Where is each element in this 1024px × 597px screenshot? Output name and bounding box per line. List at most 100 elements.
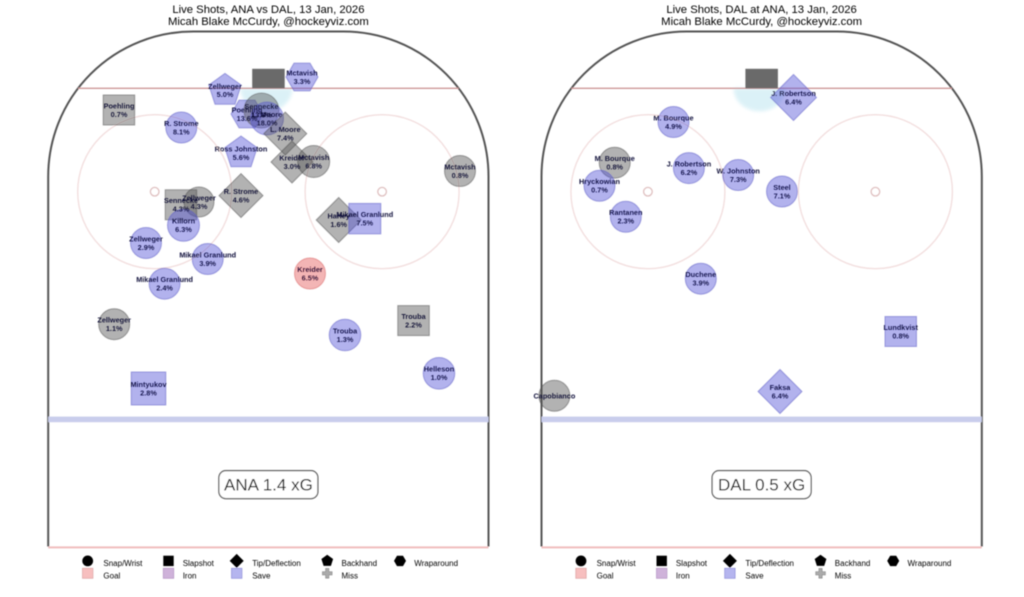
svg-text:Poehling: Poehling bbox=[104, 101, 135, 110]
svg-text:Kreider: Kreider bbox=[279, 153, 305, 162]
svg-text:3.3%: 3.3% bbox=[294, 77, 311, 86]
svg-text:6.4%: 6.4% bbox=[785, 97, 802, 106]
svg-text:6.5%: 6.5% bbox=[302, 273, 319, 282]
svg-text:Iron: Iron bbox=[183, 572, 197, 581]
svg-text:6.4%: 6.4% bbox=[772, 391, 789, 400]
svg-text:DAL 0.5 xG: DAL 0.5 xG bbox=[718, 475, 805, 494]
svg-text:2.8%: 2.8% bbox=[140, 388, 157, 397]
svg-text:M. Bourque: M. Bourque bbox=[653, 113, 693, 122]
svg-text:2.3%: 2.3% bbox=[617, 217, 634, 226]
svg-text:7.4%: 7.4% bbox=[277, 133, 294, 142]
svg-text:Lundkvist: Lundkvist bbox=[883, 323, 918, 332]
svg-text:Trouba: Trouba bbox=[401, 312, 426, 321]
svg-text:Slapshot: Slapshot bbox=[183, 559, 215, 568]
svg-text:5.0%: 5.0% bbox=[217, 90, 234, 99]
svg-text:1.0%: 1.0% bbox=[431, 373, 448, 382]
svg-text:Micah Blake McCurdy, @hockeyvi: Micah Blake McCurdy, @hockeyviz.com bbox=[168, 16, 369, 28]
svg-text:2.4%: 2.4% bbox=[156, 284, 173, 293]
svg-text:Save: Save bbox=[745, 572, 764, 581]
svg-text:Wraparound: Wraparound bbox=[908, 559, 952, 568]
svg-text:Zellweger: Zellweger bbox=[97, 316, 131, 325]
svg-text:Live Shots, ANA vs DAL, 13 Jan: Live Shots, ANA vs DAL, 13 Jan, 2026 bbox=[172, 4, 364, 16]
svg-text:Snap/Wrist: Snap/Wrist bbox=[103, 559, 143, 568]
svg-text:Sennecke: Sennecke bbox=[164, 196, 198, 205]
svg-text:4.3%: 4.3% bbox=[173, 205, 190, 214]
svg-text:0.8%: 0.8% bbox=[892, 331, 909, 340]
svg-text:0.7%: 0.7% bbox=[591, 186, 608, 195]
svg-text:Poehling: Poehling bbox=[232, 105, 263, 114]
svg-text:Ross Johnston: Ross Johnston bbox=[215, 144, 268, 153]
svg-text:Zellweger: Zellweger bbox=[129, 234, 163, 243]
svg-text:2.2%: 2.2% bbox=[405, 320, 422, 329]
svg-text:Live Shots, DAL at ANA, 13 Jan: Live Shots, DAL at ANA, 13 Jan, 2026 bbox=[666, 4, 857, 16]
svg-text:L. Moore: L. Moore bbox=[252, 110, 282, 119]
svg-text:13.6%: 13.6% bbox=[237, 114, 258, 123]
svg-text:Miss: Miss bbox=[342, 572, 358, 581]
svg-text:3.9%: 3.9% bbox=[692, 279, 709, 288]
svg-text:Harley: Harley bbox=[328, 211, 351, 220]
svg-text:Kreider: Kreider bbox=[297, 265, 323, 274]
svg-text:J. Robertson: J. Robertson bbox=[771, 89, 816, 98]
svg-text:18.0%: 18.0% bbox=[257, 118, 278, 127]
svg-text:0.8%: 0.8% bbox=[452, 171, 469, 180]
svg-text:6.2%: 6.2% bbox=[681, 168, 698, 177]
svg-text:0.7%: 0.7% bbox=[111, 110, 128, 119]
svg-text:Mctavish: Mctavish bbox=[444, 162, 475, 171]
svg-text:Mctavish: Mctavish bbox=[286, 68, 317, 77]
svg-text:2.9%: 2.9% bbox=[138, 243, 155, 252]
svg-text:Zellweger: Zellweger bbox=[182, 193, 216, 202]
svg-text:Helleson: Helleson bbox=[424, 365, 454, 374]
svg-text:8.1%: 8.1% bbox=[173, 127, 190, 136]
svg-text:Faksa: Faksa bbox=[770, 383, 792, 392]
svg-text:Hryckowian: Hryckowian bbox=[579, 177, 620, 186]
svg-text:Trouba: Trouba bbox=[333, 326, 358, 335]
svg-text:M. Bourque: M. Bourque bbox=[595, 154, 635, 163]
svg-text:Tip/Deflection: Tip/Deflection bbox=[745, 559, 794, 568]
svg-text:Slapshot: Slapshot bbox=[676, 559, 708, 568]
svg-text:4.3%: 4.3% bbox=[191, 202, 208, 211]
svg-text:W. Johnston: W. Johnston bbox=[717, 166, 760, 175]
svg-text:Mikael Granlund: Mikael Granlund bbox=[136, 275, 193, 284]
svg-text:Wraparound: Wraparound bbox=[414, 559, 458, 568]
svg-text:Save: Save bbox=[252, 572, 271, 581]
svg-text:Goal: Goal bbox=[103, 572, 120, 581]
svg-text:Backhand: Backhand bbox=[835, 559, 871, 568]
svg-text:Steel: Steel bbox=[773, 183, 790, 192]
svg-text:Rantanen: Rantanen bbox=[609, 208, 642, 217]
svg-text:13.8%: 13.8% bbox=[251, 110, 272, 119]
svg-text:R. Strome: R. Strome bbox=[164, 119, 198, 128]
svg-text:Micah Blake McCurdy, @hockeyvi: Micah Blake McCurdy, @hockeyviz.com bbox=[661, 16, 862, 28]
svg-text:7.3%: 7.3% bbox=[730, 175, 747, 184]
svg-text:Iron: Iron bbox=[676, 572, 690, 581]
svg-text:ANA 1.4 xG: ANA 1.4 xG bbox=[224, 475, 313, 494]
svg-text:Duchene: Duchene bbox=[685, 270, 716, 279]
svg-text:Tip/Deflection: Tip/Deflection bbox=[252, 559, 301, 568]
svg-text:Mctavish: Mctavish bbox=[298, 153, 329, 162]
svg-text:Zellweger: Zellweger bbox=[208, 82, 242, 91]
svg-text:Capobianco: Capobianco bbox=[534, 391, 576, 400]
svg-text:Miss: Miss bbox=[835, 572, 851, 581]
svg-text:6.3%: 6.3% bbox=[175, 225, 192, 234]
svg-text:Mikael Granlund: Mikael Granlund bbox=[336, 210, 393, 219]
svg-text:5.6%: 5.6% bbox=[233, 153, 250, 162]
svg-text:J. Robertson: J. Robertson bbox=[667, 160, 712, 169]
svg-text:4.6%: 4.6% bbox=[233, 195, 250, 204]
svg-text:Mikael Granlund: Mikael Granlund bbox=[179, 250, 236, 259]
svg-text:0.8%: 0.8% bbox=[606, 163, 623, 172]
svg-text:3.9%: 3.9% bbox=[199, 259, 216, 268]
svg-text:3.0%: 3.0% bbox=[284, 162, 301, 171]
svg-text:4.9%: 4.9% bbox=[665, 122, 682, 131]
svg-text:R. Strome: R. Strome bbox=[224, 187, 258, 196]
svg-text:Killorn: Killorn bbox=[172, 217, 195, 226]
svg-text:Snap/Wrist: Snap/Wrist bbox=[597, 559, 637, 568]
svg-text:Mintyukov: Mintyukov bbox=[130, 380, 167, 389]
svg-text:6.8%: 6.8% bbox=[305, 161, 322, 170]
svg-text:L. Moore: L. Moore bbox=[270, 125, 300, 134]
svg-text:7.1%: 7.1% bbox=[774, 191, 791, 200]
svg-text:Sennecke: Sennecke bbox=[244, 102, 278, 111]
svg-text:Backhand: Backhand bbox=[342, 559, 378, 568]
svg-text:1.3%: 1.3% bbox=[337, 335, 354, 344]
svg-text:1.1%: 1.1% bbox=[106, 324, 123, 333]
svg-text:Goal: Goal bbox=[597, 572, 614, 581]
svg-text:1.6%: 1.6% bbox=[330, 220, 347, 229]
